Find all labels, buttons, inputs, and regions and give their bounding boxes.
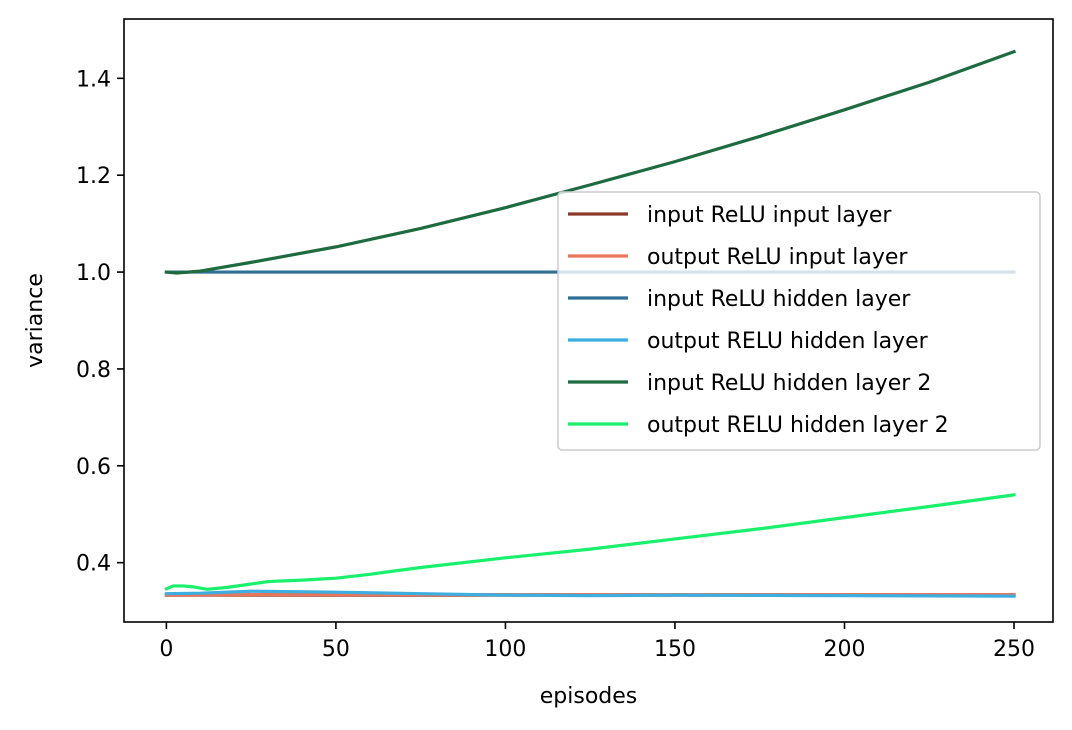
legend: input ReLU input layer output ReLU input … — [557, 191, 1041, 451]
y-tick-label: 0.8 — [76, 358, 111, 383]
y-axis-label: variance — [23, 273, 48, 368]
series-line-5 — [164, 49, 1017, 275]
x-tick-label: 0 — [159, 637, 173, 662]
y-tick-label: 1.0 — [76, 261, 111, 286]
legend-label-5: input ReLU hidden layer 2 — [647, 371, 931, 396]
y-tick-label: 1.2 — [76, 164, 111, 189]
y-tick-label: 0.4 — [76, 552, 111, 577]
legend-label-2: output ReLU input layer — [647, 245, 908, 270]
y-axis: 0.4 0.6 0.8 1.0 1.2 1.4 — [76, 67, 124, 577]
x-tick-label: 50 — [322, 637, 350, 662]
series-line-4 — [164, 589, 1016, 598]
plot-frame — [123, 18, 1054, 623]
y-tick-label: 1.4 — [76, 67, 111, 92]
x-tick-label: 150 — [654, 637, 696, 662]
legend-box — [557, 191, 1041, 451]
legend-label-1: input ReLU input layer — [647, 203, 892, 228]
series-line-6 — [164, 493, 1016, 591]
legend-label-3: input ReLU hidden layer — [647, 287, 911, 312]
x-tick-label: 200 — [823, 637, 865, 662]
legend-label-4: output RELU hidden layer — [647, 329, 929, 354]
y-tick-label: 0.6 — [76, 455, 111, 480]
x-tick-label: 100 — [484, 637, 526, 662]
legend-label-6: output RELU hidden layer 2 — [647, 413, 949, 438]
x-axis: 0 50 100 150 200 250 — [159, 622, 1035, 662]
legend-items: input ReLU input layer output ReLU input … — [568, 203, 949, 438]
x-tick-label: 250 — [993, 637, 1035, 662]
x-axis-label: episodes — [540, 684, 638, 709]
